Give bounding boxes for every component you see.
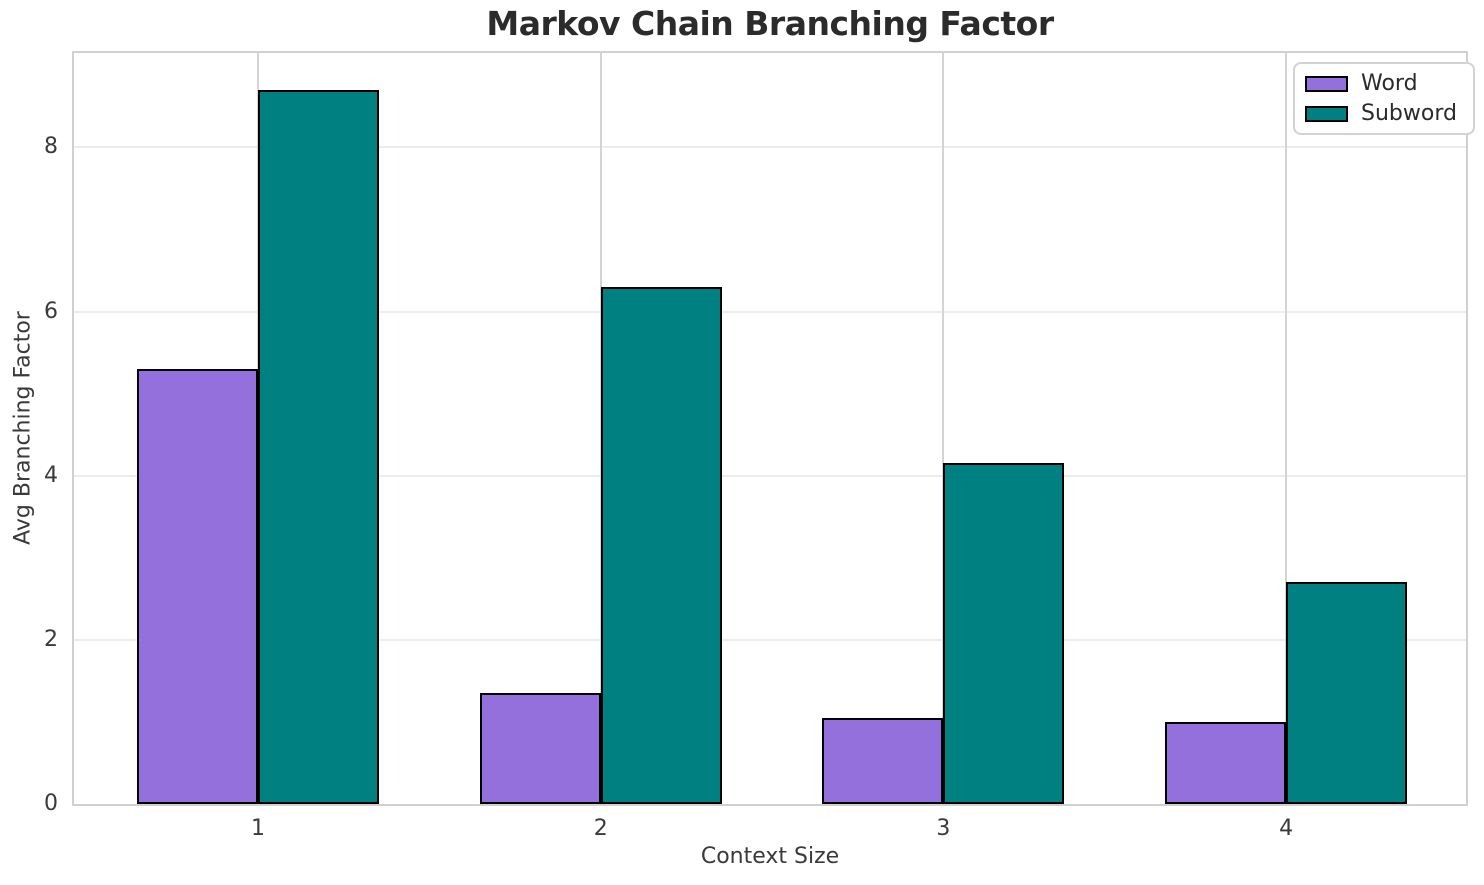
bar-word-context-4 xyxy=(1165,722,1287,804)
x-tick-label-3: 3 xyxy=(936,816,951,841)
word-color-swatch xyxy=(1305,75,1348,92)
bar-word-context-2 xyxy=(479,693,601,804)
legend-label-word: Word xyxy=(1361,71,1418,96)
v-gridline-3 xyxy=(942,53,945,804)
subword-color-swatch xyxy=(1305,105,1348,122)
y-tick-label-2: 2 xyxy=(44,626,58,652)
v-gridline-4 xyxy=(1285,53,1288,804)
legend-label-subword: Subword xyxy=(1361,101,1457,126)
y-axis-label: Avg Branching Factor xyxy=(10,311,36,545)
y-tick-label-0: 0 xyxy=(44,791,58,816)
bar-subword-context-4 xyxy=(1286,582,1408,804)
bar-word-context-1 xyxy=(137,369,258,804)
bar-word-context-3 xyxy=(822,718,944,804)
bar-subword-context-1 xyxy=(258,90,379,804)
x-axis-label: Context Size xyxy=(700,844,840,869)
legend-item-subword: Subword xyxy=(1305,101,1457,126)
plot-area xyxy=(72,51,1468,806)
bar-subword-context-2 xyxy=(600,287,722,804)
h-gridline-6 xyxy=(74,310,1466,313)
h-gridline-8 xyxy=(74,146,1466,149)
y-tick-label-6: 6 xyxy=(44,298,58,324)
legend: Word Subword xyxy=(1293,62,1475,135)
h-gridline-4 xyxy=(74,474,1466,477)
x-tick-label-4: 4 xyxy=(1279,816,1294,841)
legend-item-word: Word xyxy=(1305,71,1457,96)
y-tick-label-4: 4 xyxy=(44,462,58,488)
h-gridline-2 xyxy=(74,638,1466,641)
x-tick-label-1: 1 xyxy=(251,816,265,841)
bar-subword-context-3 xyxy=(943,463,1065,804)
y-tick-label-8: 8 xyxy=(44,134,58,160)
x-tick-label-2: 2 xyxy=(593,816,608,841)
chart-title: Markov Chain Branching Factor xyxy=(486,4,1054,43)
